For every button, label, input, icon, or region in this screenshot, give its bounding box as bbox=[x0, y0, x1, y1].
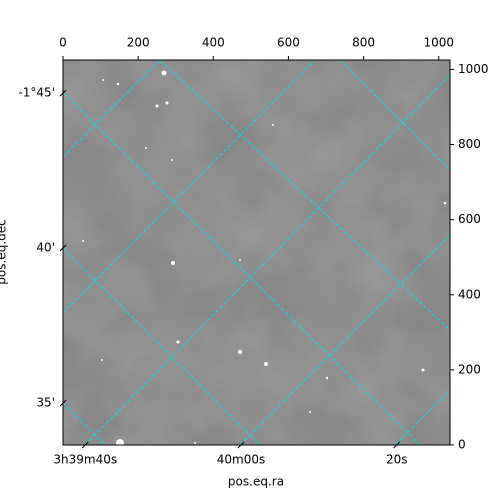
x-tick-label: 800 bbox=[352, 36, 375, 50]
y-tick-label: 1000 bbox=[458, 62, 489, 76]
ra-tick-label: 20s bbox=[386, 453, 408, 467]
frame bbox=[62, 59, 451, 446]
y-tick-label: 0 bbox=[458, 438, 466, 452]
dec-tick bbox=[59, 89, 67, 97]
dec-tick bbox=[59, 399, 67, 407]
x-tick-label: 600 bbox=[277, 36, 300, 50]
x-tick-label: 1000 bbox=[423, 36, 454, 50]
x-tick-label: 0 bbox=[59, 36, 67, 50]
y-tick-label: 400 bbox=[458, 287, 481, 301]
y-tick-label: 600 bbox=[458, 212, 481, 226]
ra-tick bbox=[393, 441, 401, 449]
ra-tick bbox=[237, 441, 245, 449]
y-axis-label: pos.eq.dec bbox=[0, 219, 9, 284]
x-tick-label: 200 bbox=[127, 36, 150, 50]
ra-tick-label: 40m00s bbox=[217, 453, 265, 467]
dec-tick-label: 35' bbox=[36, 396, 55, 410]
ra-tick bbox=[81, 441, 89, 449]
dec-tick-label: 40' bbox=[36, 241, 55, 255]
y-tick-label: 800 bbox=[458, 137, 481, 151]
ra-tick-label: 3h39m40s bbox=[53, 453, 117, 467]
x-tick-label: 400 bbox=[202, 36, 225, 50]
dec-tick-label: -1°45' bbox=[18, 86, 55, 100]
sky-image bbox=[63, 60, 450, 445]
y-tick-label: 200 bbox=[458, 362, 481, 376]
x-axis-label: pos.eq.ra bbox=[228, 475, 284, 489]
world-grid bbox=[63, 60, 450, 445]
dec-tick bbox=[59, 244, 67, 252]
